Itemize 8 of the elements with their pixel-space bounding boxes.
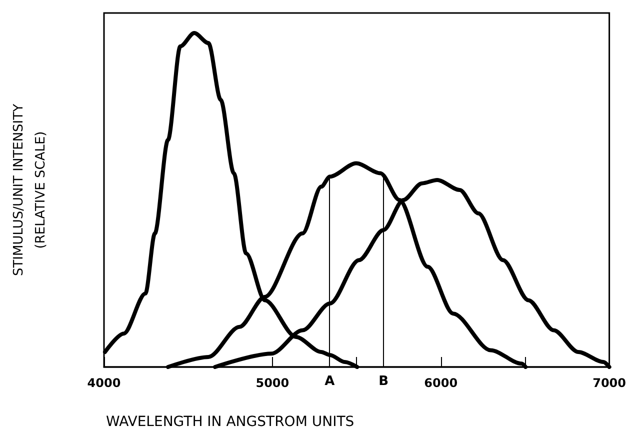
y-axis-title: STIMULUS/UNIT INTENSITY (RELATIVE SCALE)	[12, 104, 48, 276]
x-tick-label: 6000	[424, 376, 458, 390]
x-tick-label: 5000	[256, 376, 290, 390]
x-tick-label: 4000	[87, 376, 121, 390]
ref-line-label: A	[324, 374, 335, 389]
x-tick-label: 7000	[592, 376, 626, 390]
x-axis-title: WAVELENGTH IN ANGSTROM UNITS	[106, 414, 354, 430]
ref-line-label: B	[378, 374, 389, 389]
